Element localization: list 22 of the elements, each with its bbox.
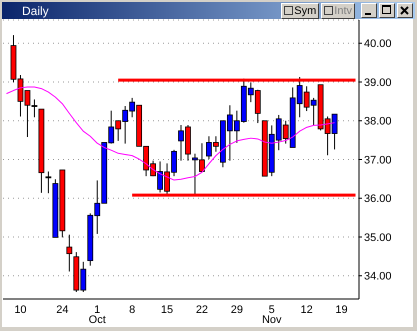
x-tick-label: 29 [230,304,243,316]
x-tick-label: 24 [56,304,68,316]
y-tick-label: 34.00 [364,270,392,283]
x-tick-label: 15 [160,304,174,316]
candlestick [45,171,52,194]
chart-title: Daily [22,4,50,18]
y-tick-label: 38.00 [364,116,392,128]
x-tick-label: 10 [14,304,27,316]
text: Sym [281,2,320,18]
text: Intv [321,2,355,18]
candlestick [66,234,72,272]
x-tick-label: 22 [196,304,208,316]
x-tick-label: 1 Oct [88,304,106,326]
y-tick-label: 37.00 [364,154,392,166]
x-tick-label: 12 [300,304,313,316]
y-tick-label: 40.00 [364,38,392,50]
x-tick-label: 5 Nov [262,304,282,326]
x-tick-label: 8 [129,304,136,316]
y-tick-label: 35.00 [364,232,392,244]
y-tick-label: 39.00 [364,76,392,89]
x-tick-label: 19 [335,304,348,316]
y-tick-label: 36.00 [364,193,392,206]
